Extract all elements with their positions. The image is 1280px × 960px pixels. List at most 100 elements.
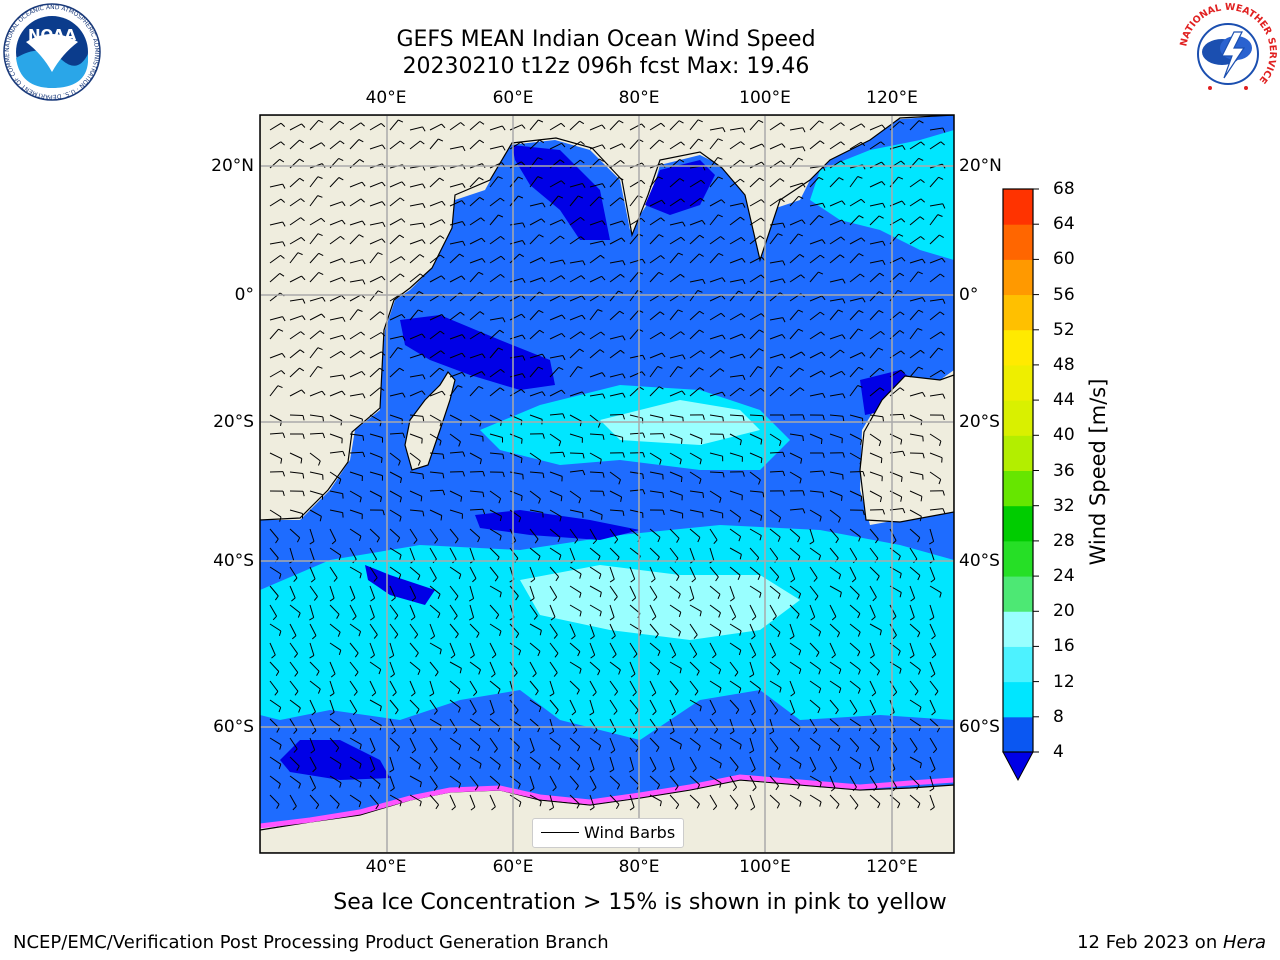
wind-barb-feather xyxy=(422,511,425,517)
wind-barb xyxy=(769,470,784,473)
wind-barb-feather xyxy=(898,176,904,180)
wind-barb xyxy=(789,775,801,785)
wind-barb-feather xyxy=(299,349,305,354)
wind-barb xyxy=(389,313,402,321)
wind-barb xyxy=(809,566,818,579)
wind-barb-feather xyxy=(653,596,658,602)
wind-barb xyxy=(689,737,701,747)
wind-barb-feather xyxy=(360,350,365,355)
wind-barb xyxy=(369,794,379,806)
wind-barb xyxy=(789,547,801,557)
wind-barb-feather xyxy=(499,197,505,202)
wind-barb xyxy=(569,236,581,245)
wind-barb-feather xyxy=(920,141,925,146)
wind-barb-feather xyxy=(892,540,897,545)
wind-barb xyxy=(509,253,520,264)
colorbar-swatch xyxy=(1003,681,1033,718)
wind-barb-feather xyxy=(335,747,340,753)
wind-barb-feather xyxy=(614,691,618,696)
wind-barb xyxy=(469,718,482,727)
wind-barb xyxy=(529,623,542,631)
wind-barb xyxy=(669,120,680,131)
wind-barb xyxy=(689,509,703,514)
wind-barb xyxy=(489,604,500,616)
wind-barb xyxy=(869,604,876,618)
wind-barb xyxy=(369,490,382,498)
wind-barb-feather xyxy=(840,122,845,127)
wind-barb xyxy=(909,236,921,245)
wind-barb xyxy=(569,794,580,805)
wind-barb xyxy=(849,661,861,671)
wind-barb-feather xyxy=(640,179,646,185)
wind-barb xyxy=(269,122,282,131)
wind-barb-feather xyxy=(422,374,426,380)
australia-land xyxy=(859,374,954,523)
wind-barb-feather xyxy=(922,453,925,459)
wind-barb-feather xyxy=(601,220,606,226)
wind-barb-feather xyxy=(579,120,585,125)
wind-barb-feather xyxy=(278,707,282,713)
wind-barb-feather xyxy=(742,471,745,477)
lat-label-left-20s: 20°S xyxy=(213,412,254,432)
wind-barb-feather xyxy=(742,415,745,421)
wind-barb xyxy=(409,547,416,561)
wind-barb-feather xyxy=(462,451,466,457)
wind-barb xyxy=(529,699,542,708)
wind-barb-feather xyxy=(280,458,283,464)
wind-barb-feather xyxy=(582,183,586,188)
wind-barb xyxy=(569,260,583,264)
wind-barb-feather xyxy=(722,416,724,423)
wind-barb xyxy=(309,623,317,636)
wind-barb-feather xyxy=(836,804,840,809)
wind-barb-feather xyxy=(498,498,502,504)
wind-barb xyxy=(589,794,595,808)
wind-barb-feather xyxy=(336,803,340,809)
wind-barb-feather xyxy=(394,709,399,715)
wind-barb xyxy=(929,585,942,594)
wind-barb xyxy=(769,260,783,264)
wind-barb-feather xyxy=(561,333,566,338)
wind-barb-feather xyxy=(578,498,582,504)
wind-barb-feather xyxy=(719,763,722,769)
wind-barb-feather xyxy=(680,273,685,278)
wind-barb xyxy=(429,699,438,711)
wind-barb-feather xyxy=(459,253,464,258)
wind-barb-feather xyxy=(358,802,362,808)
wind-barb-feather xyxy=(798,309,804,313)
wind-barb-feather xyxy=(579,573,582,579)
wind-barb-feather xyxy=(658,386,664,390)
wind-barb xyxy=(609,756,615,770)
wind-barb-feather xyxy=(692,767,697,773)
wind-barb-feather xyxy=(579,159,585,164)
wind-barb-feather xyxy=(354,652,359,658)
wind-barb xyxy=(649,794,662,802)
wind-barb-feather xyxy=(738,688,742,694)
wind-barb xyxy=(749,217,762,226)
wind-barb xyxy=(789,756,802,765)
wind-barb xyxy=(609,623,616,637)
wind-barb xyxy=(429,661,439,673)
wind-barb xyxy=(849,310,860,321)
wind-barb xyxy=(569,141,581,150)
wind-barb-feather xyxy=(589,806,595,811)
wind-barb xyxy=(869,718,877,731)
wind-barb-feather xyxy=(879,272,885,277)
wind-barb-feather xyxy=(798,195,804,199)
wind-barb xyxy=(649,234,660,245)
wind-barb xyxy=(369,756,376,770)
wind-barb-feather xyxy=(838,517,841,523)
wind-barb xyxy=(669,604,682,613)
wind-barb xyxy=(589,699,595,713)
wind-barb xyxy=(269,221,283,226)
wind-barb xyxy=(329,276,343,283)
wind-barb xyxy=(309,604,315,618)
wind-barb-feather xyxy=(818,631,822,637)
wind-barb xyxy=(649,139,660,150)
wind-barb-feather xyxy=(336,614,340,619)
wind-barb xyxy=(569,642,581,652)
wind-barb-feather xyxy=(818,215,824,219)
wind-barb xyxy=(409,203,423,207)
wind-barb-feather xyxy=(302,415,305,421)
wind-barb xyxy=(269,141,282,150)
wind-barb xyxy=(849,623,861,633)
